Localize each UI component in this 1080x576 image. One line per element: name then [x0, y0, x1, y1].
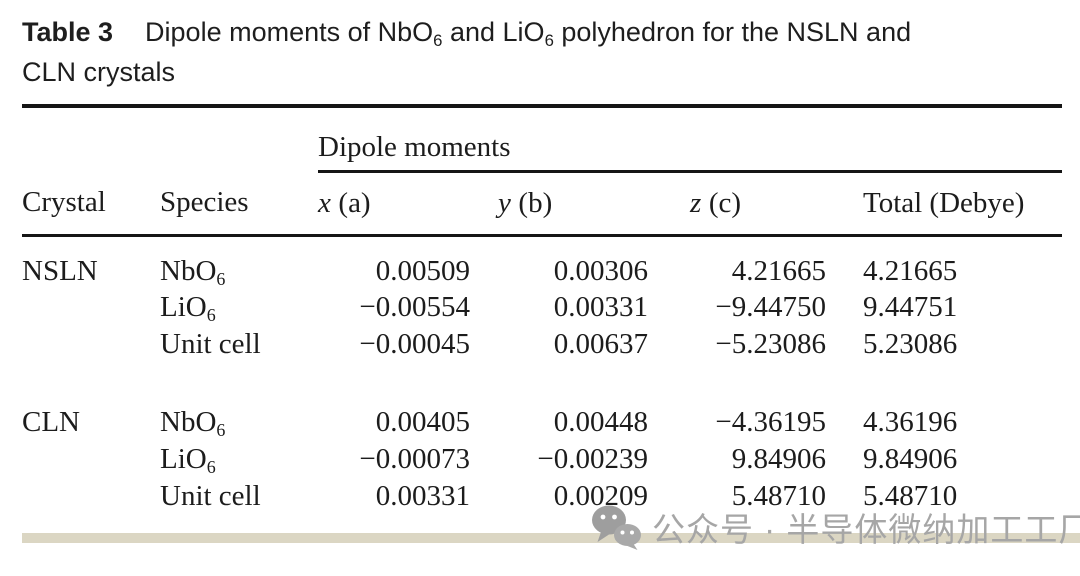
species-base: Unit cell: [160, 480, 261, 512]
caption-label: Table 3: [22, 17, 114, 47]
cell-species: Unit cell: [160, 326, 318, 363]
group-spacer: [22, 363, 1062, 404]
cell-x: 0.00405: [375, 406, 470, 438]
spacer-cell: [22, 363, 1062, 404]
species-base: LiO: [160, 443, 207, 475]
cell-crystal: [22, 326, 160, 363]
cell-y: 0.00331: [553, 291, 648, 323]
col-header-x: x (a): [318, 171, 476, 237]
cell-z: 5.48710: [731, 480, 826, 512]
table-caption: Table 3 Dipole moments of NbO6 and LiO6 p…: [22, 12, 1067, 92]
cell-x: −0.00073: [359, 443, 470, 475]
species-sub: 6: [206, 305, 216, 326]
cell-z: −5.23086: [715, 328, 826, 360]
cell-y: 0.00306: [553, 254, 648, 287]
cell-y: 0.00448: [553, 406, 648, 438]
col-header-y-axis: (b): [518, 186, 553, 219]
col-header-z-symbol: z: [690, 186, 702, 219]
table-row: Unit cell −0.00045 0.00637 −5.23086 5.23…: [22, 326, 1062, 363]
species-sub: 6: [206, 457, 216, 478]
col-header-x-axis: (a): [338, 186, 371, 219]
cell-total: 5.23086: [863, 328, 958, 360]
wechat-icon: [592, 505, 641, 550]
col-header-crystal: Crystal: [22, 171, 160, 237]
cell-crystal: NSLN: [22, 254, 98, 287]
cell-y: 0.00637: [553, 328, 648, 360]
species-sub: 6: [216, 420, 226, 441]
cell-crystal: CLN: [22, 406, 80, 438]
col-header-y-symbol: y: [498, 186, 511, 219]
cell-y: −0.00239: [537, 443, 648, 475]
species-base: LiO: [160, 291, 207, 323]
table-row: NSLN NbO6 0.00509 0.00306 4.21665 4.2166…: [22, 235, 1062, 289]
table-row: Unit cell 0.00331 0.00209 5.48710 5.4871…: [22, 478, 1062, 515]
cell-species: LiO6: [160, 441, 318, 478]
table-row: LiO6 −0.00554 0.00331 −9.44750 9.44751: [22, 289, 1062, 326]
col-header-y: y (b): [476, 171, 654, 237]
caption-line2: CLN crystals: [22, 57, 176, 87]
group-header-row: Dipole moments: [22, 106, 1063, 173]
cell-y: 0.00209: [553, 480, 648, 512]
caption-text-3: polyhedron for the NSLN and: [553, 17, 912, 47]
species-base: NbO: [160, 254, 217, 287]
cell-crystal: [22, 478, 160, 515]
cell-species: NbO6: [160, 404, 318, 441]
group-header-spacer: [22, 106, 318, 171]
cell-z: −9.44750: [715, 291, 826, 323]
cell-x: 0.00509: [375, 254, 470, 287]
cell-z: 4.21665: [731, 254, 826, 287]
watermark: 公众号 · 半导体微纳加工工厂: [590, 502, 1080, 552]
bottom-rule-bar: [22, 533, 1080, 543]
cell-total: 5.48710: [863, 480, 958, 512]
caption-text-2: and LiO: [442, 17, 545, 47]
dipole-moments-table: Dipole moments Crystal Species x (a) y (b)…: [22, 104, 1063, 515]
cell-x: −0.00045: [359, 328, 470, 360]
cell-z: −4.36195: [715, 406, 826, 438]
cell-species: NbO6: [160, 235, 318, 289]
col-header-z-axis: (c): [708, 186, 742, 219]
cell-total: 9.84906: [863, 443, 958, 475]
caption-sub-1: 6: [433, 30, 443, 50]
cell-total: 4.21665: [863, 254, 958, 287]
cell-x: 0.00331: [375, 480, 470, 512]
caption-sub-2: 6: [544, 30, 554, 50]
cell-x: −0.00554: [359, 291, 470, 323]
cell-species: Unit cell: [160, 478, 318, 515]
species-base: NbO: [160, 406, 217, 438]
table-row: CLN NbO6 0.00405 0.00448 −4.36195 4.3619…: [22, 404, 1062, 441]
column-header-row: Crystal Species x (a) y (b) z (c) Total (De…: [22, 171, 1063, 237]
group-header-dipole-moments: Dipole moments: [318, 106, 1063, 173]
species-sub: 6: [216, 268, 226, 289]
cell-total: 9.44751: [863, 291, 958, 323]
col-header-species: Species: [160, 171, 318, 237]
caption-text-1: Dipole moments of NbO: [145, 17, 434, 47]
species-base: Unit cell: [160, 328, 261, 360]
cell-total: 4.36196: [863, 406, 958, 438]
col-header-total: Total (Debye): [832, 171, 1063, 237]
table-row: LiO6 −0.00073 −0.00239 9.84906 9.84906: [22, 441, 1062, 478]
cell-crystal: [22, 289, 160, 326]
cell-z: 9.84906: [731, 443, 826, 475]
col-header-z: z (c): [654, 171, 832, 237]
col-header-x-symbol: x: [318, 186, 331, 219]
watermark-text: 公众号 · 半导体微纳加工工厂: [652, 511, 1080, 548]
cell-species: LiO6: [160, 289, 318, 326]
cell-crystal: [22, 441, 160, 478]
caption-line1: Table 3 Dipole moments of NbO6 and LiO6 p…: [22, 12, 1067, 52]
